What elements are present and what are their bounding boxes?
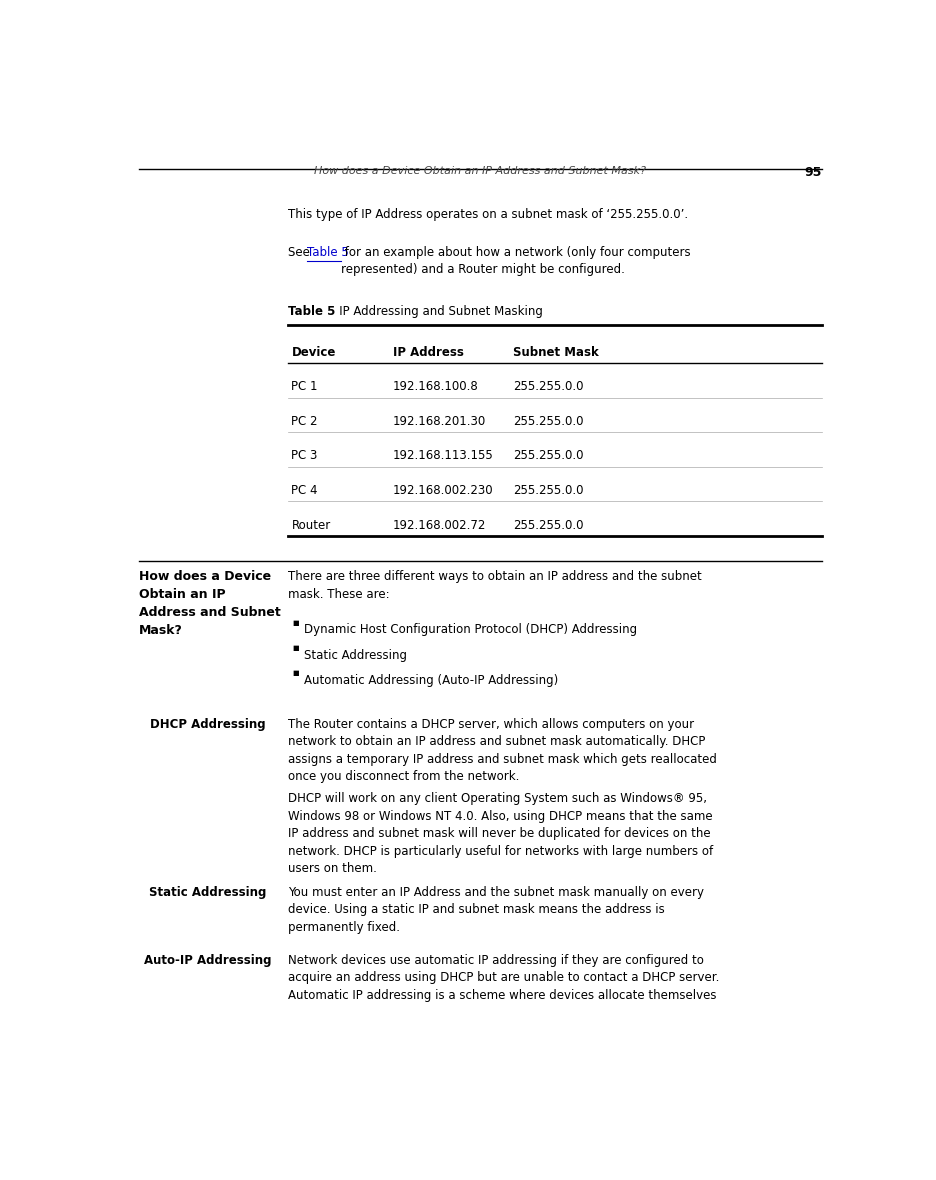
- Text: Automatic Addressing (Auto-IP Addressing): Automatic Addressing (Auto-IP Addressing…: [303, 674, 558, 687]
- Text: IP Address: IP Address: [393, 346, 463, 359]
- Text: 255.255.0.0: 255.255.0.0: [512, 380, 583, 393]
- Text: IP Addressing and Subnet Masking: IP Addressing and Subnet Masking: [328, 306, 542, 319]
- Text: 95: 95: [803, 166, 821, 179]
- Text: Subnet Mask: Subnet Mask: [512, 346, 598, 359]
- Text: 192.168.201.30: 192.168.201.30: [393, 415, 486, 428]
- Text: PC 3: PC 3: [291, 450, 317, 463]
- Text: There are three different ways to obtain an IP address and the subnet
mask. Thes: There are three different ways to obtain…: [287, 570, 701, 601]
- Text: You must enter an IP Address and the subnet mask manually on every
device. Using: You must enter an IP Address and the sub…: [287, 886, 703, 933]
- Text: for an example about how a network (only four computers
represented) and a Route: for an example about how a network (only…: [341, 247, 690, 276]
- Text: This type of IP Address operates on a subnet mask of ‘255.255.0.0’.: This type of IP Address operates on a su…: [287, 208, 687, 221]
- Text: Router: Router: [291, 518, 330, 531]
- Text: How does a Device Obtain an IP Address and Subnet Mask?: How does a Device Obtain an IP Address a…: [314, 166, 646, 176]
- Text: DHCP Addressing: DHCP Addressing: [150, 717, 266, 730]
- Text: 255.255.0.0: 255.255.0.0: [512, 484, 583, 497]
- Text: Static Addressing: Static Addressing: [303, 649, 406, 662]
- Text: ■: ■: [292, 620, 299, 625]
- Text: PC 4: PC 4: [291, 484, 317, 497]
- Text: How does a Device
Obtain an IP
Address and Subnet
Mask?: How does a Device Obtain an IP Address a…: [139, 570, 281, 637]
- Text: Auto-IP Addressing: Auto-IP Addressing: [144, 953, 271, 966]
- Text: 192.168.002.72: 192.168.002.72: [393, 518, 486, 531]
- Text: 255.255.0.0: 255.255.0.0: [512, 415, 583, 428]
- Text: 192.168.002.230: 192.168.002.230: [393, 484, 493, 497]
- Text: 192.168.100.8: 192.168.100.8: [393, 380, 478, 393]
- Text: ■: ■: [292, 645, 299, 651]
- Text: Device: Device: [291, 346, 335, 359]
- Text: PC 1: PC 1: [291, 380, 317, 393]
- Text: 255.255.0.0: 255.255.0.0: [512, 518, 583, 531]
- Text: Table 5: Table 5: [287, 306, 335, 319]
- Text: See: See: [287, 247, 313, 260]
- Text: 192.168.113.155: 192.168.113.155: [393, 450, 493, 463]
- Text: Table 5: Table 5: [307, 247, 349, 260]
- Text: Network devices use automatic IP addressing if they are configured to
acquire an: Network devices use automatic IP address…: [287, 953, 719, 1002]
- Text: Dynamic Host Configuration Protocol (DHCP) Addressing: Dynamic Host Configuration Protocol (DHC…: [303, 623, 636, 636]
- Text: PC 2: PC 2: [291, 415, 317, 428]
- Text: 255.255.0.0: 255.255.0.0: [512, 450, 583, 463]
- Text: Static Addressing: Static Addressing: [149, 886, 267, 899]
- Text: ■: ■: [292, 670, 299, 676]
- Text: DHCP will work on any client Operating System such as Windows® 95,
Windows 98 or: DHCP will work on any client Operating S…: [287, 792, 712, 876]
- Text: The Router contains a DHCP server, which allows computers on your
network to obt: The Router contains a DHCP server, which…: [287, 717, 716, 784]
